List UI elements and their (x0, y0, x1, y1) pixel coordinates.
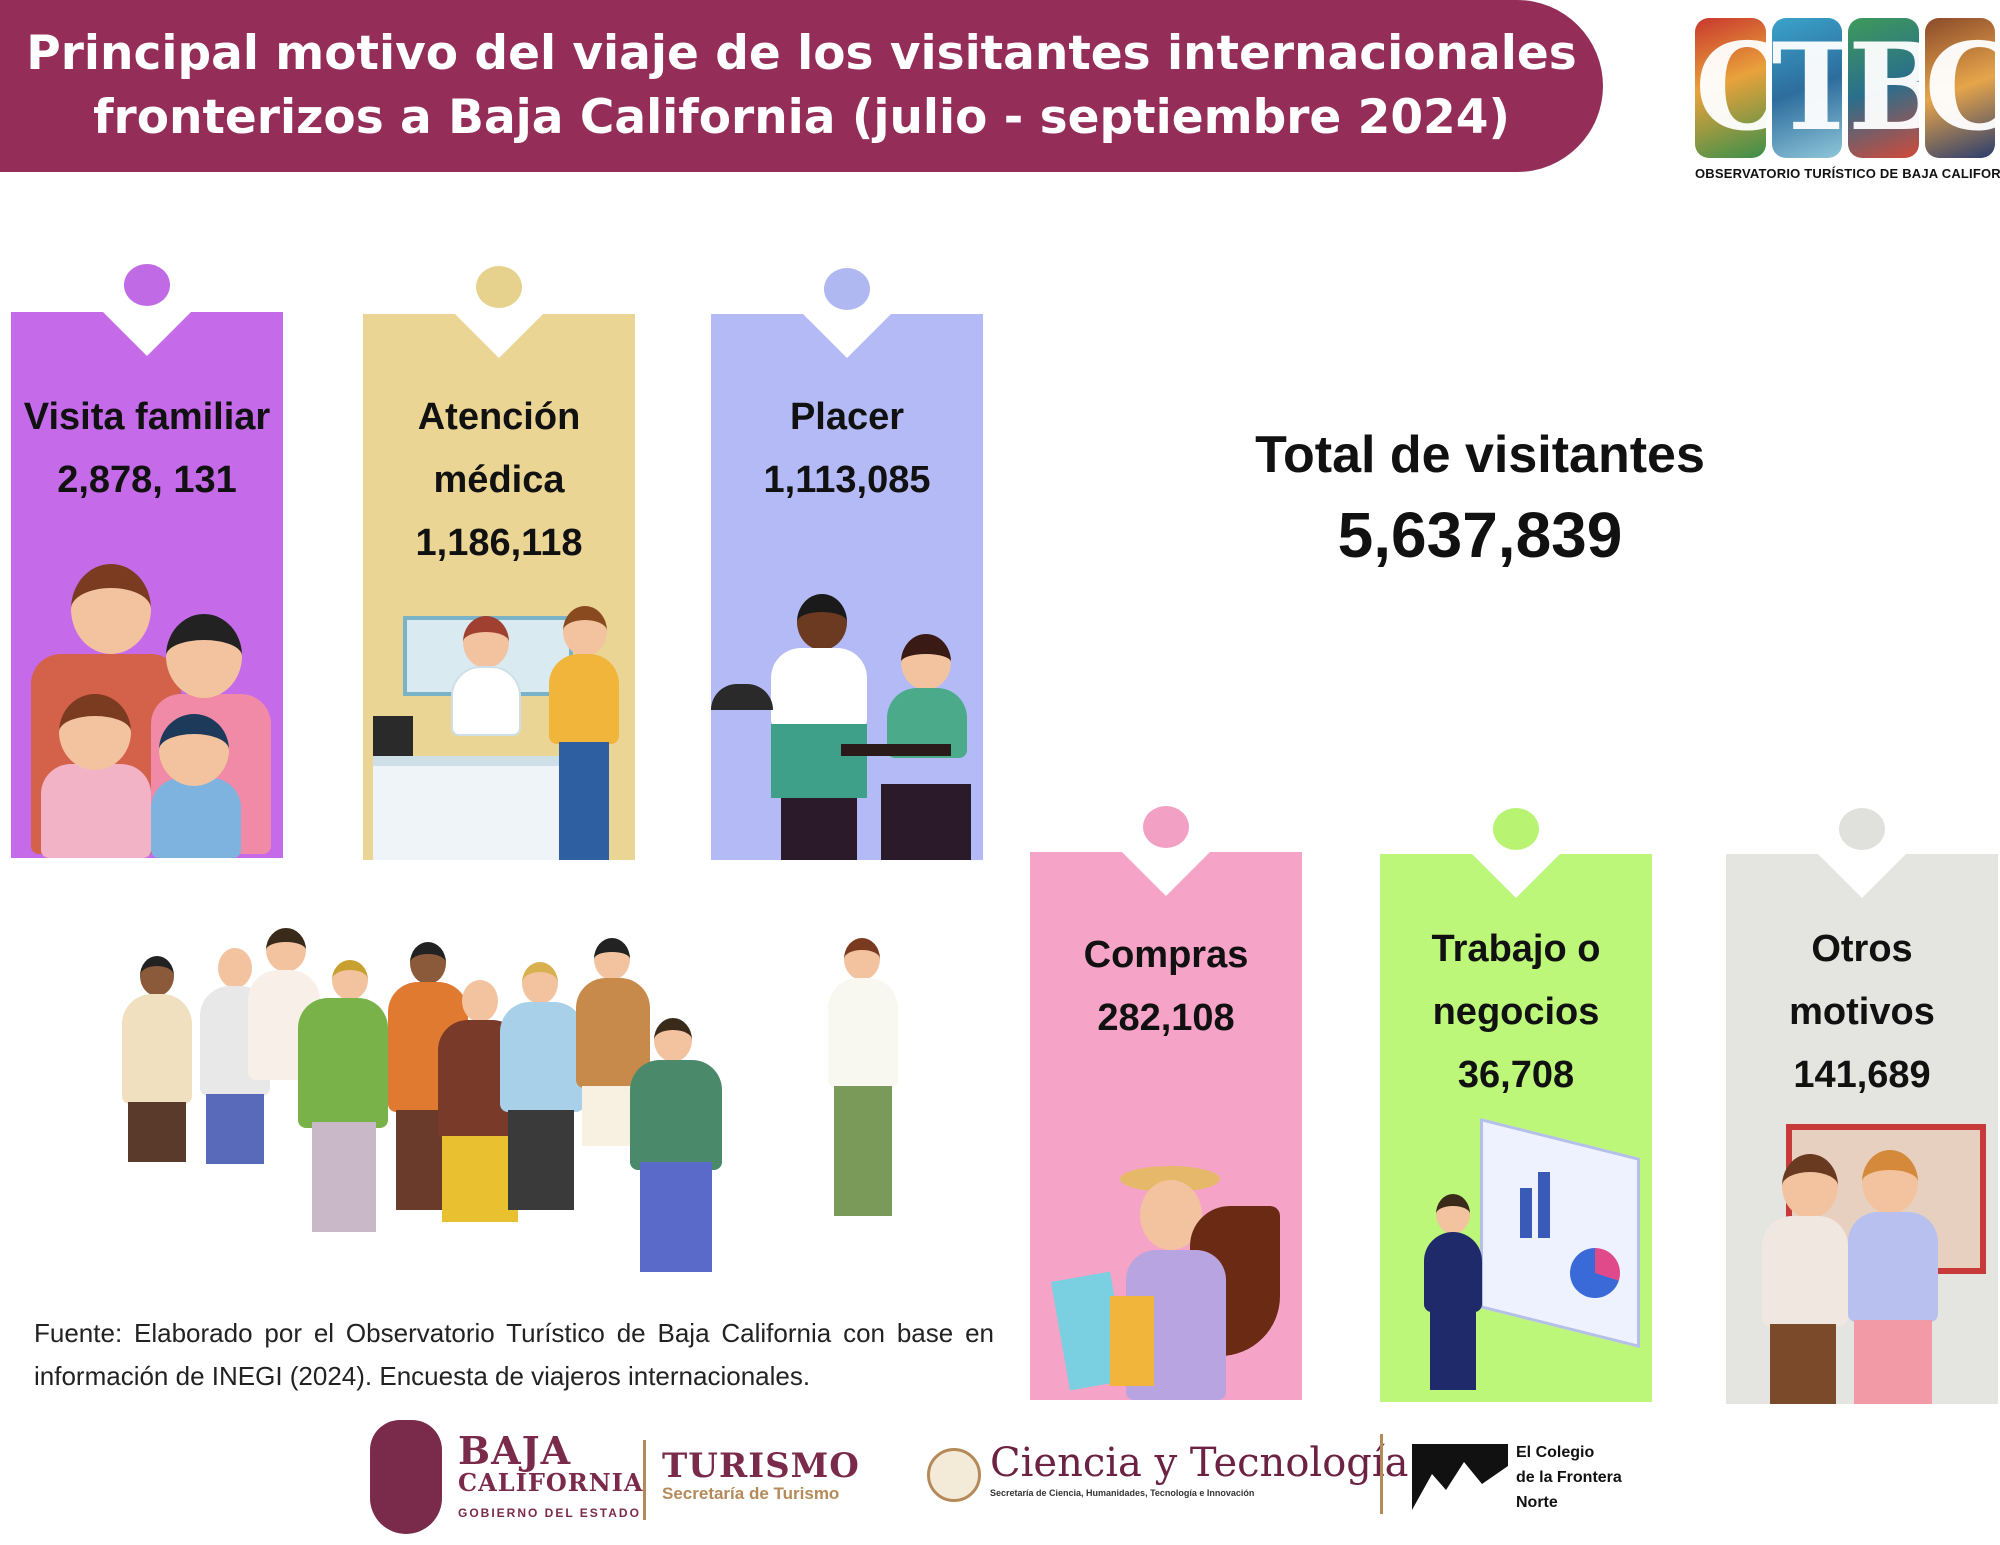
total-label: Total de visitantes (1255, 426, 1705, 484)
ciencia-tecnologia-logo-title: Ciencia y Tecnología (990, 1440, 1409, 1486)
turismo-logo-title: TURISMO (662, 1446, 860, 1486)
bc-logo-line-1: BAJA (458, 1428, 572, 1473)
category-card-compras: Compras 282,108 (1030, 806, 1302, 1400)
category-card-atencion-medica: Atención médica 1,186,118 (363, 266, 635, 860)
total-value: 5,637,839 (1337, 499, 1623, 571)
footer-divider (643, 1440, 646, 1520)
logo-letter-t: T (1771, 18, 1842, 158)
pin-icon (1493, 808, 1539, 850)
colef-logo-text: El Colegio de la Frontera Norte (1516, 1444, 1622, 1511)
category-label: Placer 1,113,085 (763, 396, 931, 501)
title-banner: Principal motivo del viaje de los visita… (0, 0, 1603, 172)
category-card-placer: Placer 1,113,085 (711, 268, 983, 860)
baja-california-shield-icon (370, 1420, 442, 1534)
pin-icon (124, 264, 170, 306)
category-card-otros-motivos: Otros motivos 141,689 (1726, 808, 1998, 1404)
turismo-logo-subtitle: Secretaría de Turismo (662, 1484, 840, 1503)
tourists-group-illustration (70, 922, 930, 1282)
title-line-2: fronterizos a Baja California (julio - s… (93, 90, 1510, 145)
total-visitors: Total de visitantes 5,637,839 (1180, 420, 1780, 580)
footer-divider (1380, 1434, 1383, 1514)
family-illustration (11, 564, 283, 858)
pin-icon (824, 268, 870, 310)
pin-icon (1143, 806, 1189, 848)
logo-caption: OBSERVATORIO TURÍSTICO DE BAJA CALIFORNI… (1695, 166, 2000, 181)
logo-letter-c: C (1924, 18, 1995, 158)
mexico-seal-icon (927, 1448, 981, 1502)
otbc-logo: O T B C OBSERVATORIO TURÍSTICO DE BAJA C… (1695, 18, 2000, 190)
shopping-illustration (1030, 1166, 1302, 1400)
museum-illustration (1726, 1124, 1998, 1404)
pin-icon (1839, 808, 1885, 850)
category-label: Otros motivos 141,689 (1789, 928, 1935, 1096)
logo-letter-b: B (1848, 18, 1919, 158)
source-note: Fuente: Elaborado por el Observatorio Tu… (34, 1318, 994, 1391)
category-label: Visita familiar 2,878, 131 (23, 396, 271, 501)
pharmacy-illustration (363, 606, 635, 860)
category-label: Compras 282,108 (1083, 934, 1249, 1039)
category-label: Atención médica 1,186,118 (415, 396, 583, 564)
bc-logo-line-2: CALIFORNIA (458, 1468, 644, 1497)
title-line-1: Principal motivo del viaje de los visita… (26, 26, 1577, 81)
ciencia-tecnologia-logo-subtitle: Secretaría de Ciencia, Humanidades, Tecn… (990, 1488, 1255, 1498)
category-label: Trabajo o negocios 36,708 (1431, 928, 1601, 1096)
category-card-trabajo-o-negocios: Trabajo o negocios 36,708 (1380, 808, 1652, 1402)
restaurant-illustration (711, 594, 983, 860)
colef-logo-icon (1412, 1444, 1508, 1510)
business-illustration (1380, 1118, 1652, 1402)
logo-letter-o: O (1695, 18, 1766, 158)
bc-logo-line-3: GOBIERNO DEL ESTADO (458, 1506, 641, 1520)
pin-icon (476, 266, 522, 308)
category-card-visita-familiar: Visita familiar 2,878, 131 (11, 264, 283, 858)
